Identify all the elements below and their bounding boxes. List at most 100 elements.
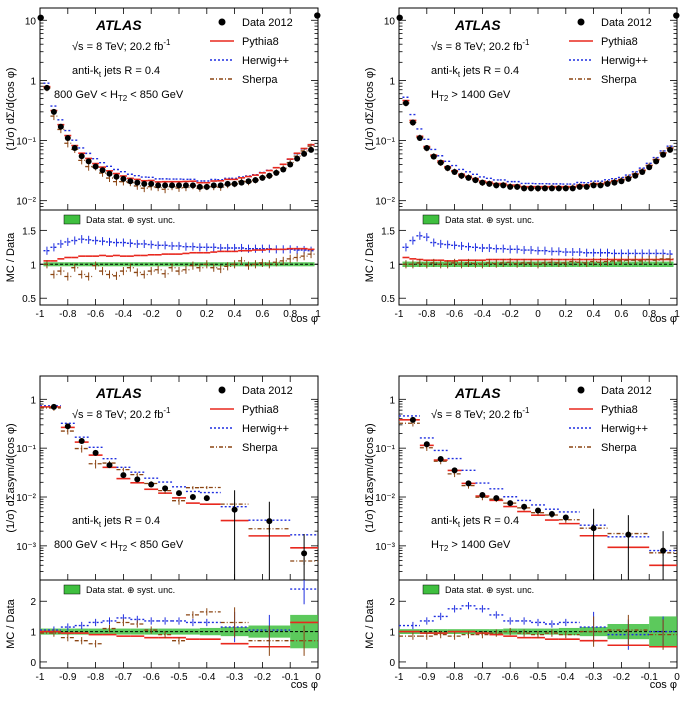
data-point xyxy=(217,182,224,189)
data-point xyxy=(583,183,590,190)
data-point xyxy=(162,182,169,189)
x-tick-label: -0.1 xyxy=(282,672,300,683)
legend-marker-data xyxy=(218,386,226,394)
x-tick-label: -0.5 xyxy=(170,672,188,683)
data-point xyxy=(514,183,521,190)
data-point xyxy=(500,182,507,189)
data-point xyxy=(590,525,597,532)
data-point xyxy=(259,174,266,181)
data-point xyxy=(646,164,653,171)
energy-label: √s = 8 TeV; 20.2 fb-1 xyxy=(431,38,530,53)
legend-entry: Pythia8 xyxy=(601,404,638,416)
data-point xyxy=(660,151,667,158)
y-axis-label: (1/σ) dΣ/d(cos φ) xyxy=(364,67,376,150)
x-tick-label: 0.6 xyxy=(614,309,628,320)
legend-entry: Data 2012 xyxy=(601,385,652,397)
x-tick-label: -0.7 xyxy=(115,672,133,683)
data-point xyxy=(416,135,423,142)
data-point xyxy=(64,135,71,142)
legend-entry: Data 2012 xyxy=(601,17,652,29)
x-tick-label: -0.2 xyxy=(254,672,272,683)
x-tick-label: -1 xyxy=(395,672,404,683)
data-point xyxy=(660,547,667,554)
data-point xyxy=(458,172,465,179)
uncertainty-band xyxy=(300,262,308,267)
data-point xyxy=(423,145,430,152)
y-tick-label: 10⁻² xyxy=(16,197,36,208)
x-tick-label: -1 xyxy=(395,309,404,320)
legend-entry: Herwig++ xyxy=(242,423,289,435)
x-tick-label: -0.2 xyxy=(143,309,161,320)
x-tick-label: -0.9 xyxy=(59,672,77,683)
ratio-y-tick-label: 1 xyxy=(389,260,395,271)
data-point xyxy=(294,155,301,162)
legend-entry: Sherpa xyxy=(601,74,637,86)
data-point xyxy=(444,164,451,171)
band-legend-swatch xyxy=(63,584,81,595)
cut-sub: T2 xyxy=(439,94,449,103)
data-point xyxy=(148,180,155,187)
legend-entry: Herwig++ xyxy=(601,423,648,435)
data-point xyxy=(451,168,458,175)
data-point xyxy=(78,438,85,445)
data-point xyxy=(252,177,259,184)
x-tick-label: -0.6 xyxy=(87,309,105,320)
x-tick-label: 0 xyxy=(674,672,680,683)
data-point xyxy=(465,480,472,487)
data-point xyxy=(604,180,611,187)
data-point xyxy=(653,158,660,165)
data-point xyxy=(155,182,162,189)
data-point-edge xyxy=(314,12,321,19)
x-tick-label: 0.2 xyxy=(200,309,214,320)
legend-entry: Pythia8 xyxy=(242,36,279,48)
energy-sup: -1 xyxy=(522,38,530,47)
data-point xyxy=(50,403,57,410)
ratio-y-tick-label: 1 xyxy=(30,260,36,271)
ht2-cut-label: 800 GeV < HT2 < 850 GeV xyxy=(54,89,184,103)
jet-sub: t xyxy=(99,70,102,79)
data-point xyxy=(590,182,597,189)
band-legend-swatch xyxy=(63,214,81,225)
y-tick-label: 10⁻² xyxy=(16,493,36,504)
x-tick-label: -0.7 xyxy=(474,672,492,683)
ht2-cut-label: HT2 > 1400 GeV xyxy=(431,539,511,553)
data-point xyxy=(562,185,569,192)
atlas-label: ATLAS xyxy=(95,17,142,33)
jet-sub: t xyxy=(458,520,461,529)
ratio-y-axis-label: MC / Data xyxy=(364,232,376,282)
x-axis-label: cos φ xyxy=(291,313,318,325)
data-point xyxy=(120,175,127,182)
data-point xyxy=(113,173,120,180)
data-point xyxy=(472,177,479,184)
y-axis-label: (1/σ) dΣ/d(cos φ) xyxy=(5,67,17,150)
legend-entry: Herwig++ xyxy=(601,55,648,67)
x-tick-label: -1 xyxy=(36,672,45,683)
legend-entry: Pythia8 xyxy=(601,36,638,48)
x-axis-label: cos φ xyxy=(650,313,677,325)
uncertainty-band xyxy=(106,262,113,267)
data-point xyxy=(576,183,583,190)
band-legend-swatch xyxy=(422,214,440,225)
data-point xyxy=(521,503,528,510)
x-tick-label: -0.1 xyxy=(641,672,659,683)
data-point xyxy=(507,500,514,507)
data-point xyxy=(479,179,486,186)
panel-4: -1 -0.9 -0.8 -0.7 -0.6 -0.5 -0.4 -0.3 -0.2 -0.1 0c… xyxy=(364,375,680,691)
jet-suffix: jets R = 0.4 xyxy=(460,65,519,77)
ratio-y-tick-label: 0 xyxy=(389,658,395,669)
data-point xyxy=(266,172,273,179)
uncertainty-band xyxy=(154,262,162,267)
ratio-y-tick-label: 2 xyxy=(389,597,395,608)
data-point xyxy=(618,178,625,185)
x-tick-label: 0.4 xyxy=(228,309,242,320)
y-tick-label: 10⁻¹ xyxy=(375,137,395,148)
jet-algorithm-label: anti-kt jets R = 0.4 xyxy=(431,65,519,79)
legend-entry: Data 2012 xyxy=(242,17,293,29)
legend-entry: Herwig++ xyxy=(242,55,289,67)
cut-sub: T2 xyxy=(118,94,128,103)
ratio-y-tick-label: 1.5 xyxy=(22,226,36,237)
x-tick-label: 0.8 xyxy=(642,309,656,320)
data-point xyxy=(493,182,500,189)
x-tick-label: -0.4 xyxy=(115,309,133,320)
y-tick-label: 10 xyxy=(25,16,37,27)
